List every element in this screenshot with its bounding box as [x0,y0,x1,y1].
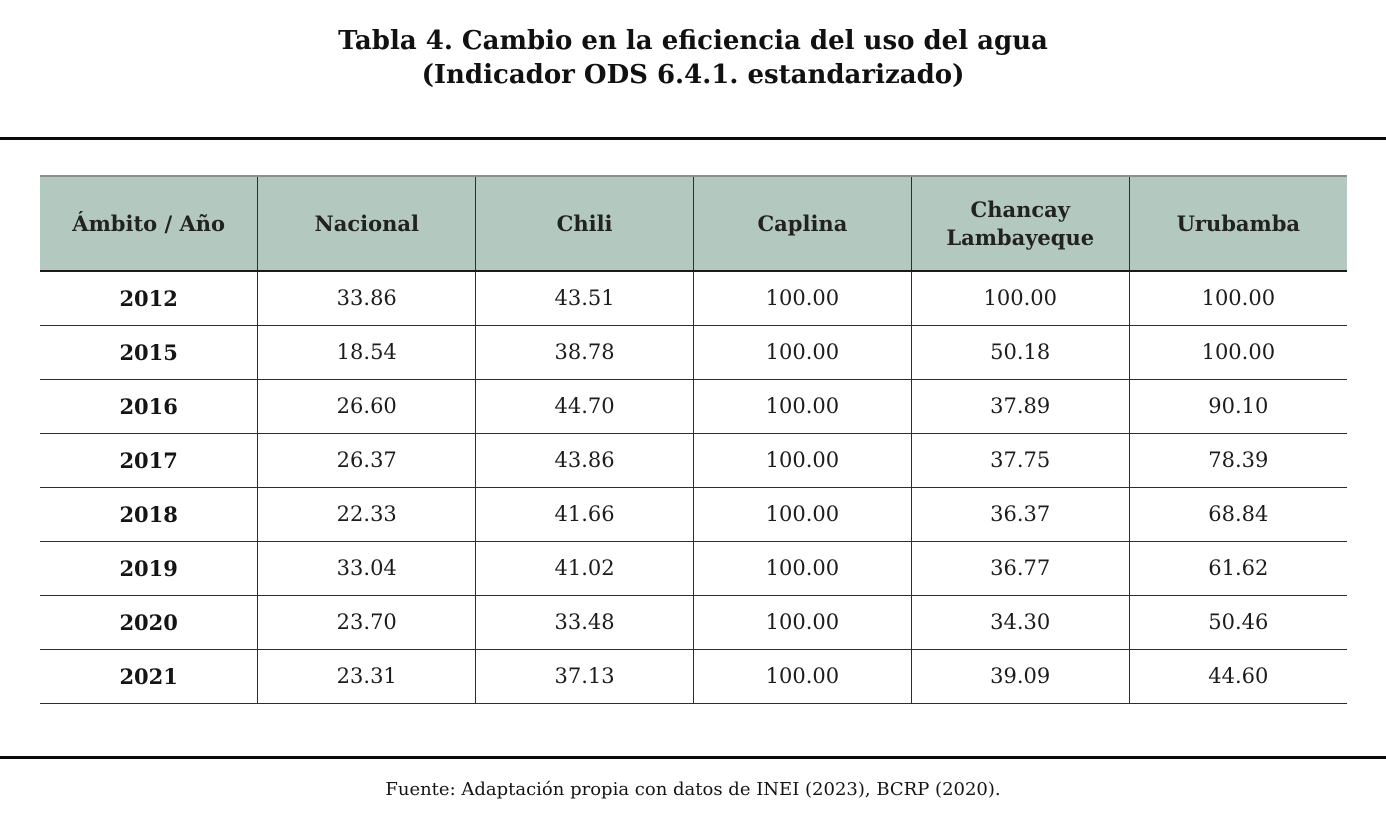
value-cell: 36.37 [910,487,1130,541]
value-cell: 100.00 [1128,325,1347,379]
year-cell: 2018 [119,501,178,527]
horizontal-rule-top [0,137,1386,140]
value-cell: 100.00 [692,595,912,649]
value-cell: 37.75 [910,433,1130,487]
value-cell: 68.84 [1128,487,1347,541]
value-cell: 90.10 [1128,379,1347,433]
value-cell: 100.00 [692,541,912,595]
horizontal-rule-bottom [0,756,1386,759]
table-row-2020: 2020 23.70 33.48 100.00 34.30 50.46 [40,595,1347,649]
source-note: Fuente: Adaptación propia con datos de I… [385,779,1001,800]
value-cell: 33.04 [257,541,476,595]
value-cell: 100.00 [910,271,1130,325]
table-container: Ámbito / Año Nacional Chili Caplina Chan… [40,175,1347,704]
value-cell: 61.62 [1128,541,1347,595]
header-nacional: Nacional [257,176,476,271]
table-row-2019: 2019 33.04 41.02 100.00 36.77 61.62 [40,541,1347,595]
year-cell: 2020 [119,609,178,635]
table-title-line1: Tabla 4. Cambio en la eficiencia del uso… [338,26,1048,56]
value-cell: 100.00 [692,271,912,325]
value-cell: 41.02 [475,541,694,595]
value-cell: 44.70 [475,379,694,433]
value-cell: 33.86 [257,271,476,325]
header-ambito-ano: Ámbito / Año [40,176,258,271]
year-cell: 2017 [119,447,178,473]
table-title: Tabla 4. Cambio en la eficiencia del uso… [0,24,1386,92]
value-cell: 100.00 [692,487,912,541]
header-caplina: Caplina [692,176,912,271]
year-cell: 2016 [119,393,178,419]
value-cell: 22.33 [257,487,476,541]
value-cell: 34.30 [910,595,1130,649]
value-cell: 37.89 [910,379,1130,433]
value-cell: 38.78 [475,325,694,379]
value-cell: 37.13 [475,649,694,703]
value-cell: 50.18 [910,325,1130,379]
year-cell: 2015 [119,339,178,365]
value-cell: 36.77 [910,541,1130,595]
year-cell: 2021 [119,663,178,689]
value-cell: 43.51 [475,271,694,325]
header-chili: Chili [475,176,694,271]
year-cell: 2012 [119,285,178,311]
value-cell: 26.60 [257,379,476,433]
table-row-2021: 2021 23.31 37.13 100.00 39.09 44.60 [40,649,1347,703]
value-cell: 39.09 [910,649,1130,703]
water-efficiency-table: Ámbito / Año Nacional Chili Caplina Chan… [40,175,1347,704]
header-urubamba: Urubamba [1128,176,1347,271]
value-cell: 41.66 [475,487,694,541]
header-chancay-lambayeque: Chancay Lambayeque [910,176,1130,271]
value-cell: 50.46 [1128,595,1347,649]
header-row: Ámbito / Año Nacional Chili Caplina Chan… [40,176,1347,271]
value-cell: 100.00 [692,649,912,703]
table-row-2017: 2017 26.37 43.86 100.00 37.75 78.39 [40,433,1347,487]
value-cell: 43.86 [475,433,694,487]
value-cell: 23.31 [257,649,476,703]
value-cell: 100.00 [692,325,912,379]
value-cell: 100.00 [1128,271,1347,325]
value-cell: 100.00 [692,379,912,433]
table-row-2018: 2018 22.33 41.66 100.00 36.37 68.84 [40,487,1347,541]
table-title-line2: (Indicador ODS 6.4.1. estandarizado) [421,60,965,90]
value-cell: 26.37 [257,433,476,487]
value-cell: 33.48 [475,595,694,649]
table-row-2015: 2015 18.54 38.78 100.00 50.18 100.00 [40,325,1347,379]
value-cell: 100.00 [692,433,912,487]
value-cell: 78.39 [1128,433,1347,487]
value-cell: 23.70 [257,595,476,649]
year-cell: 2019 [119,555,178,581]
value-cell: 44.60 [1128,649,1347,703]
value-cell: 18.54 [257,325,476,379]
table-row-2012: 2012 33.86 43.51 100.00 100.00 100.00 [40,271,1347,325]
table-row-2016: 2016 26.60 44.70 100.00 37.89 90.10 [40,379,1347,433]
